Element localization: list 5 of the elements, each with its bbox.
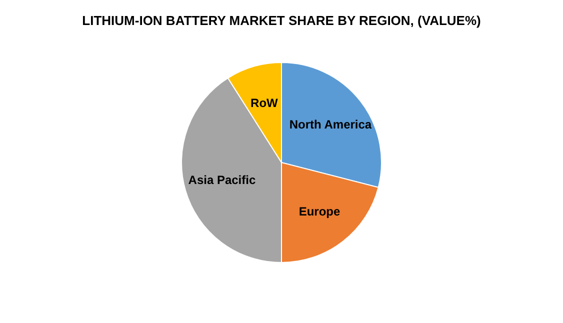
slice-label: North America [289,118,372,132]
chart-title: LITHIUM-ION BATTERY MARKET SHARE BY REGION, (VALUE%) [82,13,481,28]
slice-label: Asia Pacific [188,172,256,187]
slice-label: RoW [250,96,279,110]
slice-label: Europe [298,204,340,218]
